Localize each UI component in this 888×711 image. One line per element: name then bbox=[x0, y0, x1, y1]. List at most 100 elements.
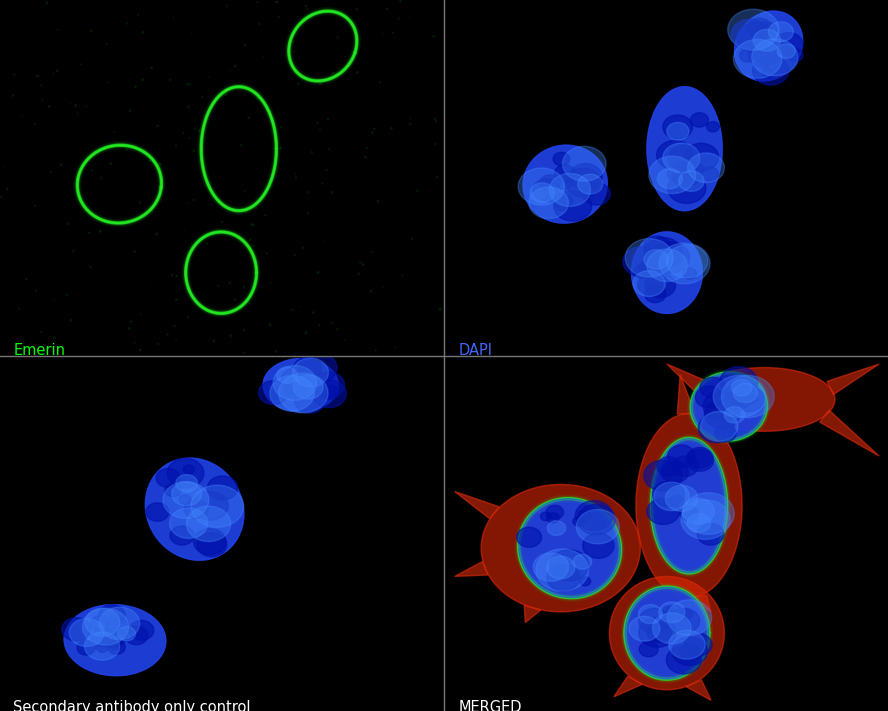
Polygon shape bbox=[682, 493, 734, 535]
Point bbox=[316, 235, 330, 247]
Polygon shape bbox=[554, 191, 591, 221]
Polygon shape bbox=[62, 618, 91, 641]
Polygon shape bbox=[670, 495, 684, 507]
Polygon shape bbox=[695, 386, 723, 408]
Polygon shape bbox=[547, 565, 580, 591]
Point bbox=[44, 166, 59, 177]
Point bbox=[285, 304, 299, 316]
Polygon shape bbox=[171, 482, 202, 506]
Polygon shape bbox=[130, 621, 154, 640]
Polygon shape bbox=[185, 500, 208, 518]
Point bbox=[243, 234, 258, 245]
Polygon shape bbox=[165, 483, 181, 497]
Polygon shape bbox=[684, 143, 718, 171]
Point bbox=[127, 337, 141, 348]
Point bbox=[169, 140, 183, 151]
Point bbox=[202, 72, 217, 83]
Polygon shape bbox=[655, 272, 666, 281]
Point bbox=[330, 324, 345, 335]
Point bbox=[298, 327, 313, 338]
Polygon shape bbox=[118, 626, 136, 641]
Polygon shape bbox=[697, 523, 724, 545]
Point bbox=[250, 0, 265, 8]
Polygon shape bbox=[689, 595, 711, 612]
Point bbox=[187, 123, 202, 134]
Point bbox=[181, 311, 195, 323]
Polygon shape bbox=[312, 380, 346, 407]
Point bbox=[136, 26, 150, 38]
Point bbox=[300, 4, 314, 15]
Point bbox=[263, 319, 277, 331]
Polygon shape bbox=[282, 383, 303, 398]
Point bbox=[430, 171, 444, 183]
Polygon shape bbox=[91, 629, 114, 646]
Polygon shape bbox=[659, 602, 685, 623]
Polygon shape bbox=[672, 456, 698, 476]
Point bbox=[211, 280, 226, 292]
Point bbox=[178, 225, 192, 236]
Polygon shape bbox=[633, 271, 665, 296]
Polygon shape bbox=[186, 506, 231, 542]
Polygon shape bbox=[193, 491, 228, 520]
Polygon shape bbox=[84, 632, 120, 661]
Polygon shape bbox=[625, 587, 709, 679]
Polygon shape bbox=[649, 156, 695, 193]
Polygon shape bbox=[609, 577, 725, 690]
Polygon shape bbox=[671, 164, 701, 187]
Point bbox=[264, 277, 278, 289]
Text: DAPI: DAPI bbox=[459, 343, 493, 358]
Polygon shape bbox=[733, 39, 782, 78]
Polygon shape bbox=[689, 595, 711, 612]
Point bbox=[180, 198, 194, 209]
Polygon shape bbox=[634, 265, 651, 279]
Point bbox=[237, 281, 251, 292]
Point bbox=[385, 27, 400, 38]
Point bbox=[145, 205, 159, 217]
Point bbox=[70, 108, 84, 119]
Point bbox=[180, 78, 194, 90]
Polygon shape bbox=[156, 469, 179, 487]
Point bbox=[403, 118, 417, 129]
Point bbox=[54, 159, 68, 171]
Point bbox=[64, 314, 78, 326]
Polygon shape bbox=[533, 178, 560, 201]
Point bbox=[169, 333, 183, 345]
Point bbox=[426, 31, 440, 42]
Polygon shape bbox=[555, 201, 567, 210]
Polygon shape bbox=[550, 173, 591, 206]
Polygon shape bbox=[733, 383, 757, 402]
Polygon shape bbox=[768, 22, 793, 42]
Point bbox=[186, 145, 201, 156]
Point bbox=[291, 78, 305, 90]
Polygon shape bbox=[101, 627, 126, 647]
Point bbox=[352, 268, 366, 279]
Polygon shape bbox=[97, 643, 107, 653]
Polygon shape bbox=[614, 676, 642, 697]
Point bbox=[376, 282, 390, 293]
Polygon shape bbox=[576, 509, 619, 544]
Polygon shape bbox=[638, 274, 662, 294]
Point bbox=[34, 80, 48, 91]
Polygon shape bbox=[291, 380, 313, 398]
Polygon shape bbox=[85, 609, 120, 636]
Polygon shape bbox=[745, 393, 757, 403]
Polygon shape bbox=[669, 145, 701, 171]
Polygon shape bbox=[179, 495, 191, 504]
Polygon shape bbox=[657, 169, 682, 188]
Polygon shape bbox=[294, 357, 321, 380]
Point bbox=[325, 186, 339, 198]
Point bbox=[359, 151, 373, 163]
Polygon shape bbox=[279, 373, 329, 413]
Point bbox=[224, 330, 238, 341]
Polygon shape bbox=[609, 577, 725, 690]
Point bbox=[170, 270, 184, 282]
Point bbox=[181, 101, 195, 112]
Polygon shape bbox=[293, 375, 323, 399]
Point bbox=[99, 38, 114, 50]
Point bbox=[28, 118, 43, 129]
Point bbox=[145, 62, 159, 73]
Polygon shape bbox=[756, 22, 777, 39]
Polygon shape bbox=[777, 44, 796, 58]
Point bbox=[325, 317, 339, 328]
Polygon shape bbox=[667, 600, 712, 636]
